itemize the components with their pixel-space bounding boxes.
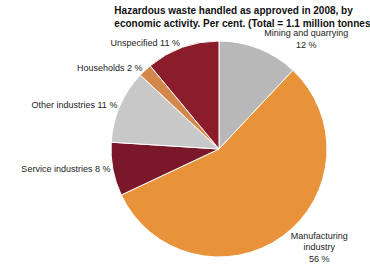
svg-text:Households 2 %: Households 2 % [77, 63, 143, 73]
svg-text:Unspecified 11 %: Unspecified 11 % [111, 38, 180, 48]
svg-text:Service industries 8 %: Service industries 8 % [21, 164, 110, 174]
svg-text:Manufacturingindustry56 %: Manufacturingindustry56 % [291, 231, 348, 264]
svg-text:Other industries 11 %: Other industries 11 % [32, 100, 118, 110]
svg-text:Hazardous waste handled as app: Hazardous waste handled as approved in 2… [114, 5, 370, 29]
svg-text:Mining and quarrying12 %: Mining and quarrying12 % [264, 28, 348, 50]
